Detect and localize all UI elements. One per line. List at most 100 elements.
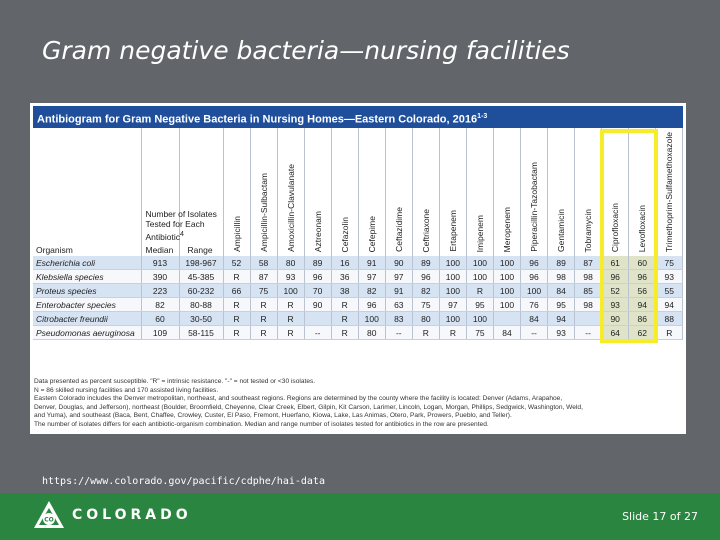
antibiotic-header-cell: Ertapenem xyxy=(439,128,467,256)
colorado-logo-icon: CO xyxy=(34,501,64,528)
susceptibility-cell: 100 xyxy=(439,269,467,284)
antibiotic-header-cell: Ciprofloxacin xyxy=(601,128,630,256)
susceptibility-cell: 96 xyxy=(601,269,630,284)
susceptibility-cell: 55 xyxy=(655,283,684,298)
antibiotic-header-cell: Levofloxacin xyxy=(628,128,657,256)
susceptibility-cell: 80 xyxy=(277,256,305,270)
antibiotic-header: Ertapenem xyxy=(447,210,458,252)
susceptibility-cell: 75 xyxy=(250,283,278,298)
susceptibility-cell: 88 xyxy=(655,311,684,326)
susceptibility-cell: 80 xyxy=(358,325,386,340)
susceptibility-cell xyxy=(304,311,332,326)
antibiogram-notes: Data presented as percent susceptible. "… xyxy=(34,378,682,430)
susceptibility-cell: 63 xyxy=(385,297,413,312)
note-line: N = 86 skilled nursing facilities and 17… xyxy=(34,386,219,394)
susceptibility-cell: 98 xyxy=(574,297,603,312)
table-row: Klebsiella species 390 45-385 R 87 93 96 36 97 97… xyxy=(33,269,684,284)
susceptibility-cell: R xyxy=(331,325,359,340)
susceptibility-cell: R xyxy=(331,297,359,312)
susceptibility-cell: R xyxy=(250,311,278,326)
susceptibility-cell: 96 xyxy=(412,269,440,284)
organism-cell: Enterobacter species xyxy=(33,297,142,312)
table-row: Proteus species 223 60-232 66 75 100 70 38 82 91 8… xyxy=(33,283,684,298)
susceptibility-cell: R xyxy=(466,283,494,298)
susceptibility-cell: -- xyxy=(304,325,332,340)
note-line: The number of isolates differs for each … xyxy=(34,420,489,428)
antibiogram-title-sup: 1-3 xyxy=(477,113,488,120)
antibiotic-header: Aztreonam xyxy=(312,210,323,252)
susceptibility-cell: 70 xyxy=(304,283,332,298)
susceptibility-cell: 100 xyxy=(277,283,305,298)
organism-cell: Proteus species xyxy=(33,283,142,298)
susceptibility-cell: 86 xyxy=(628,311,657,326)
susceptibility-cell: 93 xyxy=(655,269,684,284)
susceptibility-cell: 95 xyxy=(466,297,494,312)
median-cell: 82 xyxy=(141,297,180,312)
susceptibility-cell: 58 xyxy=(250,256,278,270)
susceptibility-cell: 100 xyxy=(358,311,386,326)
susceptibility-cell: 95 xyxy=(547,297,576,312)
antibiotic-header-cell: Amoxicillin-Clavulanate xyxy=(277,128,305,256)
antibiotic-header-cell: Cefepime xyxy=(358,128,386,256)
susceptibility-cell: 38 xyxy=(331,283,359,298)
antibiotic-header: Trimethoprim-Sulfamethoxazole xyxy=(664,131,675,252)
median-cell: 223 xyxy=(141,283,180,298)
source-url[interactable]: https://www.colorado.gov/pacific/cdphe/h… xyxy=(42,476,325,487)
table-row: Pseudomonas aeruginosa 109 58-115 R R R -- R 80-… xyxy=(33,325,684,340)
antibiotic-header: Ceftazidime xyxy=(393,207,404,252)
susceptibility-cell: 100 xyxy=(493,297,522,312)
note-line: Denver, Douglas, and Jefferson), northea… xyxy=(34,403,583,411)
susceptibility-cell: R xyxy=(277,325,305,340)
susceptibility-cell: R xyxy=(223,297,251,312)
antibiotic-header: Piperacillin-Tazobactam xyxy=(529,162,540,252)
susceptibility-cell: R xyxy=(250,297,278,312)
susceptibility-cell: 97 xyxy=(358,269,386,284)
susceptibility-cell: 80 xyxy=(412,311,440,326)
antibiotic-header: Amoxicillin-Clavulanate xyxy=(285,164,296,252)
range-cell: 45-385 xyxy=(179,269,224,284)
antibiotic-header: Ampicillin xyxy=(231,216,242,252)
table-body: Escherichia coli 913 198-967 52 58 80 89 16 91 90… xyxy=(33,256,684,340)
antibiotic-header-cell: Ceftriaxone xyxy=(412,128,440,256)
antibiotic-header: Ampicillin-Sulbactam xyxy=(258,173,269,252)
susceptibility-cell: 91 xyxy=(358,256,386,270)
slide-title: Gram negative bacteria—nursing facilitie… xyxy=(42,36,570,65)
susceptibility-cell: 75 xyxy=(466,325,494,340)
antibiotic-header-cell: Aztreonam xyxy=(304,128,332,256)
susceptibility-cell: 100 xyxy=(520,283,549,298)
susceptibility-cell: 91 xyxy=(385,283,413,298)
susceptibility-cell: 98 xyxy=(574,269,603,284)
table-row: Escherichia coli 913 198-967 52 58 80 89 16 91 90… xyxy=(33,256,684,270)
note-line: Eastern Colorado includes the Denver met… xyxy=(34,395,563,403)
susceptibility-cell: 100 xyxy=(493,269,522,284)
susceptibility-cell: 84 xyxy=(520,311,549,326)
susceptibility-cell: 100 xyxy=(466,311,494,326)
susceptibility-cell: 90 xyxy=(385,256,413,270)
antibiogram-table: Organism Number of Isolates Tested for E… xyxy=(33,128,684,340)
susceptibility-cell: 52 xyxy=(223,256,251,270)
antibiotic-header-cell: Ampicillin xyxy=(223,128,251,256)
susceptibility-cell: 52 xyxy=(601,283,630,298)
organism-cell: Pseudomonas aeruginosa xyxy=(33,325,142,340)
susceptibility-cell: 89 xyxy=(547,256,576,270)
susceptibility-cell: 93 xyxy=(547,325,576,340)
susceptibility-cell: 75 xyxy=(655,256,684,270)
susceptibility-cell: 96 xyxy=(520,256,549,270)
susceptibility-cell: 100 xyxy=(493,256,522,270)
slide-number: Slide 17 of 27 xyxy=(622,510,698,523)
susceptibility-cell: 75 xyxy=(412,297,440,312)
susceptibility-cell: 90 xyxy=(601,311,630,326)
footer-bar: CO COLORADO Slide 17 of 27 xyxy=(0,493,720,540)
antibiotic-header-cell: Imipenem xyxy=(466,128,494,256)
susceptibility-cell: 100 xyxy=(493,283,522,298)
antibiotic-header-cell: Ampicillin-Sulbactam xyxy=(250,128,278,256)
logo-badge-text: CO xyxy=(44,517,54,524)
median-cell: 390 xyxy=(141,269,180,284)
susceptibility-cell: 83 xyxy=(385,311,413,326)
note-line: and Yuma), and southeast (Baca, Bent, Ch… xyxy=(34,412,512,420)
fluoroquinolone-highlight-box xyxy=(599,129,658,343)
antibiotic-header: Meropenem xyxy=(501,206,512,252)
susceptibility-cell xyxy=(574,311,603,326)
susceptibility-cell: 100 xyxy=(439,256,467,270)
range-cell: 58-115 xyxy=(179,325,224,340)
